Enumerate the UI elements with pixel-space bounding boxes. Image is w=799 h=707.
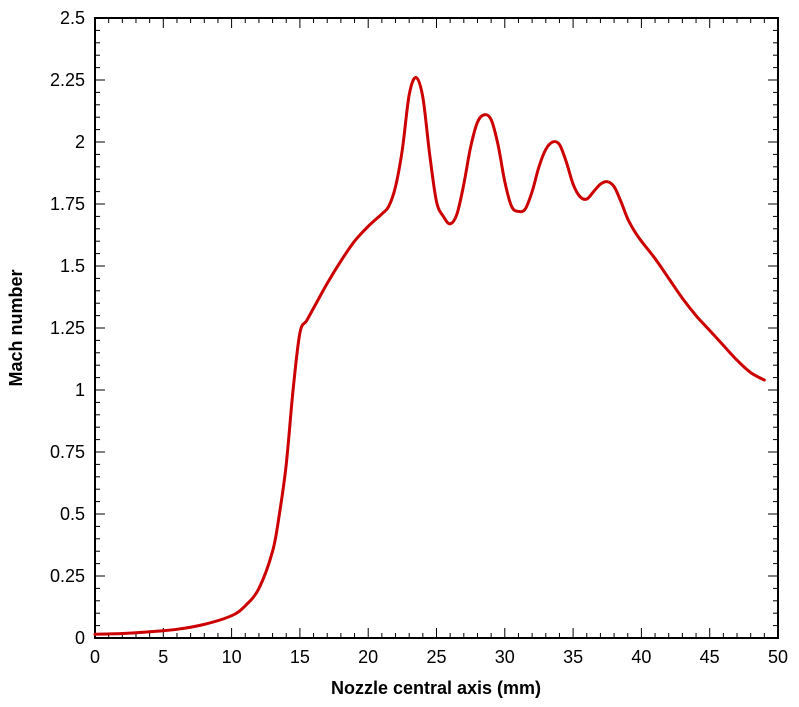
x-tick-label: 50 (768, 647, 788, 667)
y-tick-label: 2.5 (60, 8, 85, 28)
y-axis-ticks (95, 17, 778, 639)
y-tick-label: 2.25 (50, 70, 85, 90)
plot-frame (94, 17, 779, 639)
y-tick-label: 2 (75, 132, 85, 152)
x-tick-label: 45 (700, 647, 720, 667)
y-tick-label: 1.5 (60, 256, 85, 276)
y-axis-title: Mach number (6, 269, 26, 386)
series-layer (93, 76, 766, 636)
x-axis-ticks (94, 18, 779, 638)
x-tick-label: 30 (495, 647, 515, 667)
x-tick-label: 35 (563, 647, 583, 667)
y-tick-label: 1 (75, 380, 85, 400)
x-tick-label: 20 (358, 647, 378, 667)
x-tick-label: 5 (158, 647, 168, 667)
y-tick-label: 1.25 (50, 318, 85, 338)
x-tick-label: 40 (631, 647, 651, 667)
y-tick-label: 0.75 (50, 442, 85, 462)
x-tick-label: 25 (426, 647, 446, 667)
y-tick-label: 1.75 (50, 194, 85, 214)
y-tick-label: 0.25 (50, 566, 85, 586)
y-tick-label: 0 (75, 628, 85, 648)
x-axis-tick-labels: 0 5 10 15 20 25 30 35 40 45 50 (90, 647, 788, 667)
y-axis-tick-labels: 0 0.25 0.5 0.75 1 1.25 1.5 1.75 2 2.25 2.5 (50, 8, 85, 648)
x-axis-title: Nozzle central axis (mm) (331, 678, 541, 698)
x-tick-label: 10 (222, 647, 242, 667)
x-tick-label: 0 (90, 647, 100, 667)
mach-number-line (93, 76, 766, 636)
x-tick-label: 15 (290, 647, 310, 667)
y-tick-label: 0.5 (60, 504, 85, 524)
